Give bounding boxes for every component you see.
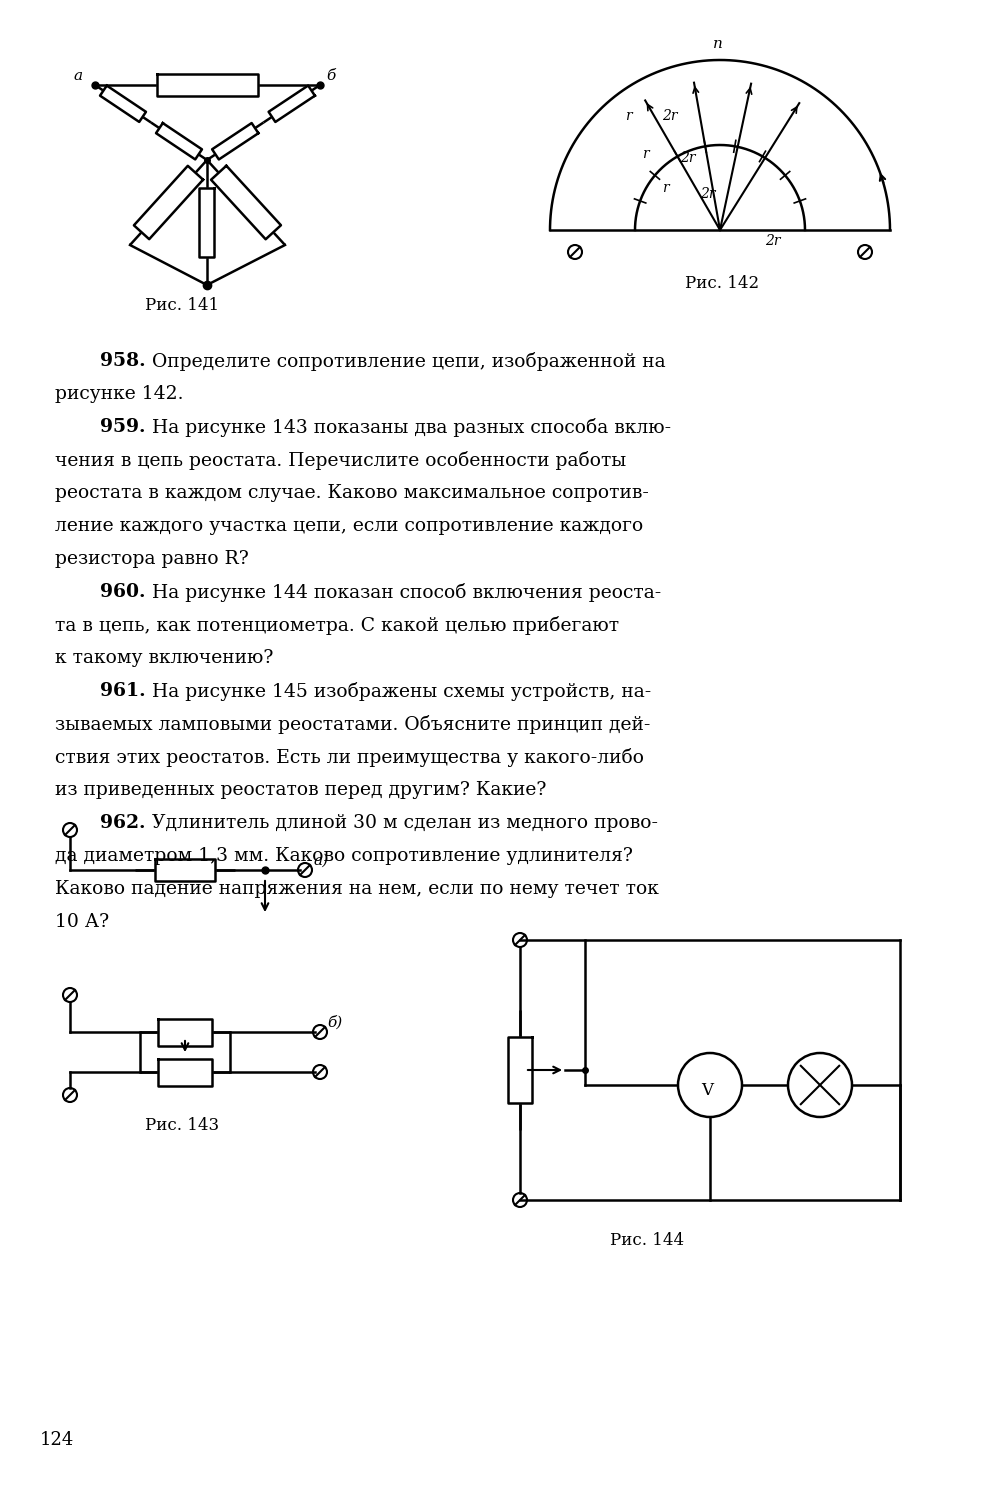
Circle shape <box>678 1053 742 1118</box>
Polygon shape <box>157 74 259 96</box>
Text: Определите сопротивление цепи, изображенной на: Определите сопротивление цепи, изображен… <box>152 352 666 370</box>
Text: та в цепь, как потенциометра. С какой целью прибегают: та в цепь, как потенциометра. С какой це… <box>55 616 619 634</box>
Text: резистора равно R?: резистора равно R? <box>55 550 248 568</box>
Text: 958.: 958. <box>100 352 146 370</box>
Text: 10 А?: 10 А? <box>55 914 109 932</box>
Text: r: r <box>642 147 649 160</box>
Polygon shape <box>212 123 259 159</box>
Text: 960.: 960. <box>100 584 146 602</box>
Text: r: r <box>625 110 632 123</box>
Text: б: б <box>326 69 335 82</box>
Text: 2r: 2r <box>662 110 677 123</box>
Polygon shape <box>158 1019 212 1046</box>
Text: n: n <box>713 38 723 51</box>
Circle shape <box>788 1053 852 1118</box>
Text: б): б) <box>327 1016 342 1031</box>
Polygon shape <box>100 86 146 122</box>
Text: из приведенных реостатов перед другим? Какие?: из приведенных реостатов перед другим? К… <box>55 782 546 800</box>
Polygon shape <box>199 188 214 256</box>
Text: 959.: 959. <box>100 419 146 436</box>
Text: реостата в каждом случае. Каково максимальное сопротив-: реостата в каждом случае. Каково максима… <box>55 484 649 502</box>
Polygon shape <box>156 123 202 159</box>
Text: На рисунке 144 показан способ включения реоста-: На рисунке 144 показан способ включения … <box>152 584 661 602</box>
Text: 961.: 961. <box>100 682 146 700</box>
Text: Каково падение напряжения на нем, если по нему течет ток: Каково падение напряжения на нем, если п… <box>55 880 659 898</box>
Text: к такому включению?: к такому включению? <box>55 650 274 668</box>
Text: На рисунке 145 изображены схемы устройств, на-: На рисунке 145 изображены схемы устройст… <box>152 682 651 700</box>
Text: 2r: 2r <box>765 234 781 248</box>
Text: r: r <box>662 182 669 195</box>
Text: V: V <box>701 1082 713 1100</box>
Text: ствия этих реостатов. Есть ли преимущества у какого-либо: ствия этих реостатов. Есть ли преимущест… <box>55 748 644 766</box>
Text: ление каждого участка цепи, если сопротивление каждого: ление каждого участка цепи, если сопроти… <box>55 518 643 536</box>
Polygon shape <box>155 859 215 880</box>
Text: Рис. 141: Рис. 141 <box>145 297 219 314</box>
Text: рисунке 142.: рисунке 142. <box>55 386 183 404</box>
Text: Удлинитель длиной 30 м сделан из медного прово-: Удлинитель длиной 30 м сделан из медного… <box>152 815 658 833</box>
Text: да диаметром 1,3 мм. Каково сопротивление удлинителя?: да диаметром 1,3 мм. Каково сопротивлени… <box>55 847 633 865</box>
Text: а): а) <box>313 853 328 868</box>
Text: а: а <box>73 69 82 82</box>
Polygon shape <box>211 165 281 240</box>
Polygon shape <box>134 166 203 238</box>
Text: 2r: 2r <box>700 188 715 201</box>
Text: Рис. 142: Рис. 142 <box>685 274 760 292</box>
Polygon shape <box>158 1059 212 1086</box>
Polygon shape <box>269 86 315 122</box>
Polygon shape <box>508 1036 532 1102</box>
Text: Рис. 144: Рис. 144 <box>610 1232 684 1250</box>
Text: чения в цепь реостата. Перечислите особенности работы: чения в цепь реостата. Перечислите особе… <box>55 452 627 470</box>
Text: 962.: 962. <box>100 815 146 833</box>
Text: На рисунке 143 показаны два разных способа вклю-: На рисунке 143 показаны два разных спосо… <box>152 419 671 436</box>
Text: 2r: 2r <box>680 152 695 165</box>
Text: 124: 124 <box>40 1431 74 1449</box>
Text: зываемых ламповыми реостатами. Объясните принцип дей-: зываемых ламповыми реостатами. Объясните… <box>55 716 650 734</box>
Text: Рис. 143: Рис. 143 <box>145 1118 219 1134</box>
